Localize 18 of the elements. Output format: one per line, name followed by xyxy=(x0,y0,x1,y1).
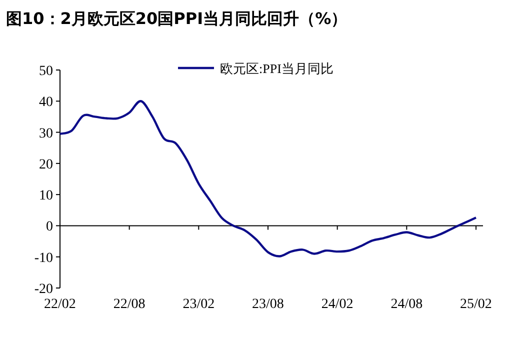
chart-title: 图10：2月欧元区20国PPI当月同比回升（%） xyxy=(6,9,348,28)
x-tick-label: 22/02 xyxy=(44,297,76,312)
x-tick-label: 23/08 xyxy=(252,297,284,312)
x-tick-label: 25/02 xyxy=(460,297,492,312)
legend-label: 欧元区:PPI当月同比 xyxy=(220,61,334,76)
y-tick-label: 20 xyxy=(39,157,53,172)
y-tick-label: -20 xyxy=(34,282,53,297)
line-series xyxy=(58,100,478,258)
y-tick-label: 0 xyxy=(46,220,53,235)
x-tick-label: 24/08 xyxy=(390,297,423,312)
x-tick-label: 23/02 xyxy=(182,297,215,312)
y-tick-label: 10 xyxy=(39,188,53,204)
y-tick-label: 40 xyxy=(39,95,53,110)
y-tick-label: -10 xyxy=(34,250,53,266)
y-tick-label: 30 xyxy=(39,126,53,142)
x-tick-label: 24/02 xyxy=(321,297,354,312)
y-tick-label: 50 xyxy=(39,64,53,79)
x-tick-label: 22/08 xyxy=(113,297,146,312)
